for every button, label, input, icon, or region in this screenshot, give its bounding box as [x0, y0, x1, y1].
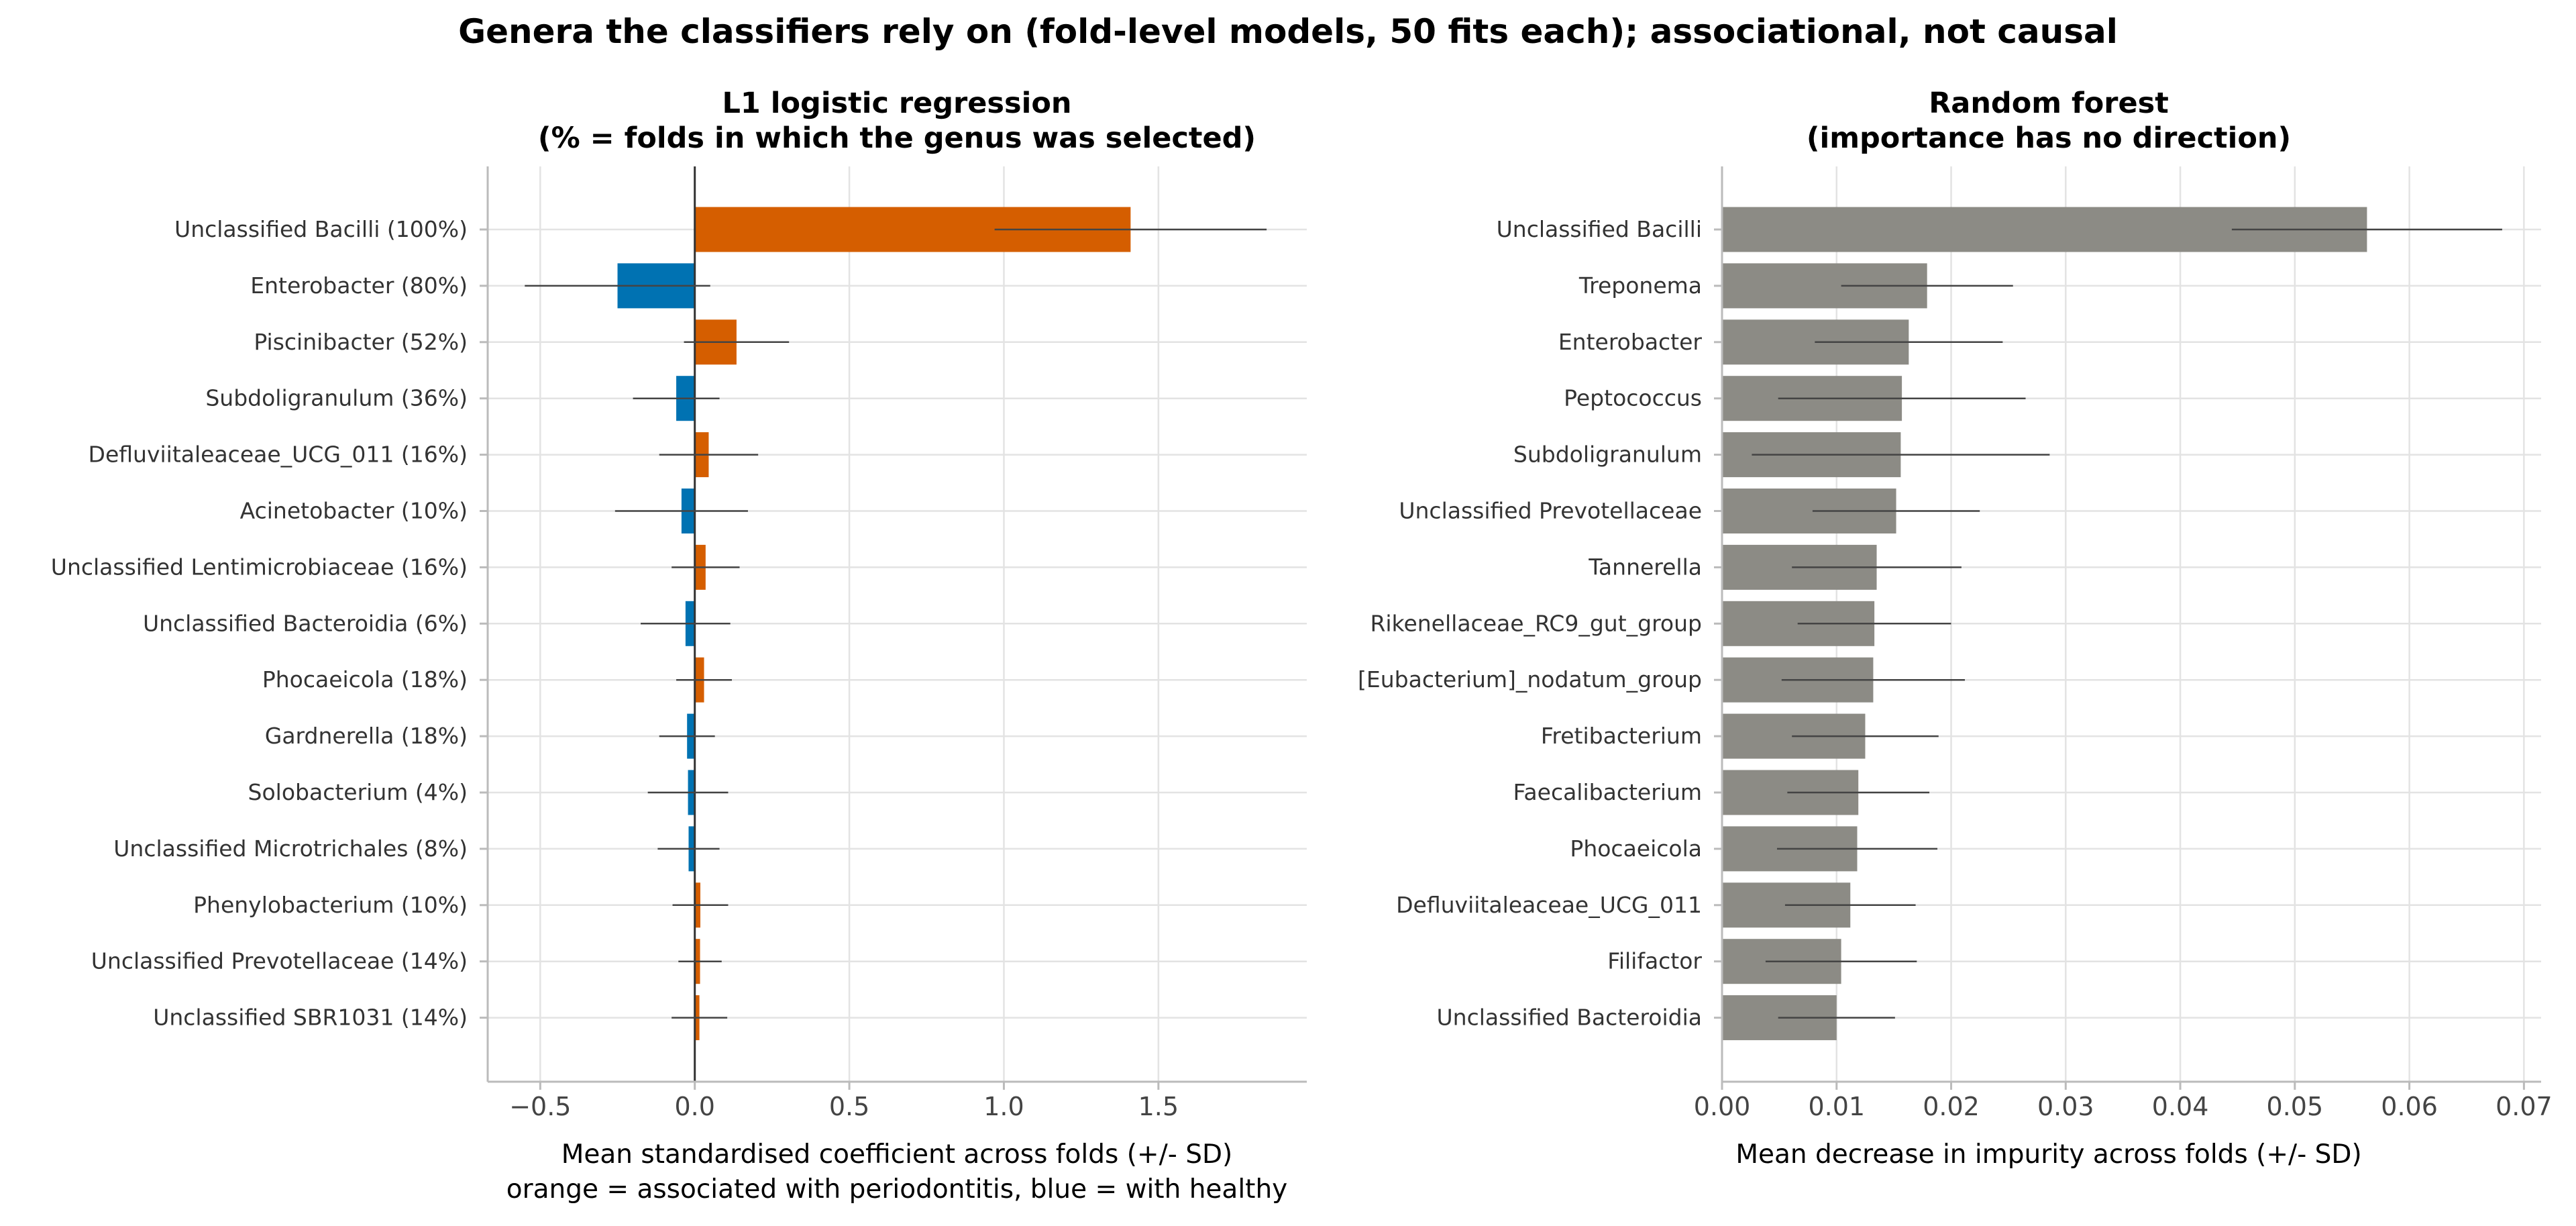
l1-y-tick-label: Gardnerella (18%) [265, 723, 468, 749]
l1-y-tick-label: Subdoligranulum (36%) [205, 385, 468, 411]
l1-grid [488, 166, 1307, 1082]
l1-x-tick-label: 1.5 [1138, 1092, 1179, 1121]
l1-y-tick-label: Phocaeicola (18%) [262, 666, 468, 693]
rf-x-tick-label: 0.03 [2037, 1092, 2094, 1121]
rf-y-tick-label: Subdoligranulum [1513, 442, 1702, 468]
l1-logistic-panel: L1 logistic regression (% = folds in whi… [51, 87, 1307, 1205]
l1-panel-title-line1: L1 logistic regression [722, 87, 1071, 120]
rf-y-tick-label: Unclassified Prevotellaceae [1399, 498, 1702, 524]
rf-x-tick-label: 0.00 [1694, 1092, 1751, 1121]
rf-y-tick-label: Filifactor [1607, 948, 1702, 974]
random-forest-panel: Random forest (importance has no directi… [1358, 87, 2553, 1170]
rf-y-tick-label: Defluviitaleaceae_UCG_011 [1396, 892, 1702, 918]
rf-y-tick-label: Unclassified Bacilli [1497, 216, 1702, 242]
l1-y-tick-label: Defluviitaleaceae_UCG_011 (16%) [89, 442, 468, 468]
figure-title: Genera the classifiers rely on (fold-lev… [458, 12, 2118, 51]
rf-x-tick-label: 0.05 [2267, 1092, 2324, 1121]
rf-x-tick-label: 0.04 [2152, 1092, 2209, 1121]
rf-x-tick-label: 0.06 [2381, 1092, 2438, 1121]
l1-x-tick-label: 0.0 [674, 1092, 714, 1121]
rf-x-tick-label: 0.01 [1808, 1092, 1865, 1121]
l1-y-tick-label: Unclassified SBR1031 (14%) [153, 1005, 468, 1031]
rf-y-tick-label: Tannerella [1588, 554, 1702, 580]
rf-y-tick-label: Phocaeicola [1570, 835, 1702, 862]
rf-x-axis-label: Mean decrease in impurity across folds (… [1735, 1139, 2361, 1170]
l1-x-tick-label: 0.5 [829, 1092, 869, 1121]
l1-y-tick-label: Unclassified Microtrichales (8%) [113, 835, 468, 862]
l1-x-tick-label: 1.0 [983, 1092, 1024, 1121]
l1-x-tick-label: −0.5 [509, 1092, 571, 1121]
rf-y-tick-label: [Eubacterium]_nodatum_group [1358, 666, 1702, 693]
l1-y-tick-label: Unclassified Lentimicrobiaceae (16%) [51, 554, 468, 580]
l1-y-tick-label: Unclassified Prevotellaceae (14%) [91, 948, 468, 974]
rf-y-tick-label: Treponema [1578, 272, 1702, 299]
l1-error-bars [525, 228, 1267, 1019]
l1-y-tick-label: Piscinibacter (52%) [254, 329, 468, 355]
rf-y-tick-label: Enterobacter [1558, 329, 1703, 355]
rf-x-tick-label: 0.07 [2496, 1092, 2553, 1121]
rf-y-tick-label: Fretibacterium [1541, 723, 1702, 749]
rf-panel-title-line2: (importance has no direction) [1807, 121, 2291, 155]
rf-y-tick-label: Faecalibacterium [1513, 779, 1702, 805]
l1-y-tick-label: Solobacterium (4%) [248, 779, 468, 805]
l1-y-tick-label: Unclassified Bacilli (100%) [174, 216, 468, 242]
l1-panel-title-line2: (% = folds in which the genus was select… [538, 121, 1256, 155]
rf-y-tick-label: Rikenellaceae_RC9_gut_group [1370, 610, 1702, 636]
l1-y-tick-label: Acinetobacter (10%) [240, 498, 468, 524]
l1-y-tick-label: Unclassified Bacteroidia (6%) [143, 610, 468, 636]
l1-y-tick-label: Enterobacter (80%) [250, 272, 468, 299]
rf-y-tick-label: Peptococcus [1564, 385, 1702, 411]
l1-x-axis-label-line1: Mean standardised coefficient across fol… [561, 1139, 1232, 1170]
rf-x-tick-label: 0.02 [1923, 1092, 1980, 1121]
rf-error-bars [1752, 228, 2502, 1019]
rf-y-tick-label: Unclassified Bacteroidia [1437, 1005, 1702, 1031]
rf-panel-title-line1: Random forest [1929, 87, 2169, 120]
l1-y-tick-label: Phenylobacterium (10%) [193, 892, 468, 918]
l1-x-axis-label-line2: orange = associated with periodontitis, … [506, 1174, 1288, 1205]
